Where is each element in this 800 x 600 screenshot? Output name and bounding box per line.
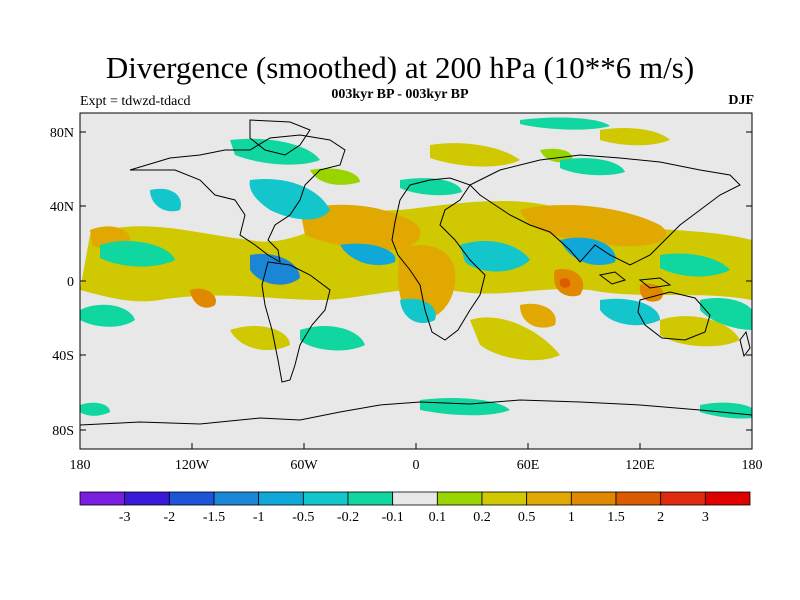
colorbar-swatch [526, 491, 572, 506]
colorbar-label: -3 [119, 510, 131, 525]
lon-label: 180 [70, 458, 91, 473]
divergence-field [80, 117, 752, 419]
colorbar-swatch [704, 491, 751, 506]
colorbar-swatch [436, 491, 483, 506]
colorbar [79, 491, 751, 506]
colorbar-swatch [258, 491, 304, 506]
lat-label: 80S [52, 424, 74, 439]
colorbar-swatch [302, 491, 349, 506]
colorbar-swatch [347, 491, 394, 506]
colorbar-label: -0.1 [382, 510, 404, 525]
colorbar-label: 0.1 [429, 510, 447, 525]
colorbar-label: 1.5 [607, 510, 625, 525]
colorbar-swatch [124, 491, 170, 506]
colorbar-swatch [570, 491, 617, 506]
lon-label: 60W [290, 458, 318, 473]
colorbar-label: -1.5 [203, 510, 225, 525]
season-label: DJF [728, 93, 754, 108]
lat-label: 0 [67, 275, 74, 290]
colorbar-label: 3 [702, 510, 709, 525]
colorbar-label: 1 [568, 510, 575, 525]
colorbar-swatch [660, 491, 706, 506]
colorbar-label: -0.5 [292, 510, 314, 525]
lat-label: 40N [50, 200, 74, 215]
colorbar-swatch [168, 491, 215, 506]
lon-label: 120W [175, 458, 210, 473]
lon-label: 120E [625, 458, 655, 473]
lat-label: 80N [50, 126, 74, 141]
colorbar-swatch [615, 491, 662, 506]
colorbar-label: 0.2 [473, 510, 491, 525]
lon-label: 180 [742, 458, 763, 473]
experiment-label: Expt = tdwzd-tdacd [80, 94, 191, 109]
chart-title: Divergence (smoothed) at 200 hPa (10**6 … [105, 50, 695, 85]
colorbar-swatch [213, 491, 260, 506]
colorbar-swatch [392, 491, 438, 506]
lon-label: 60E [517, 458, 540, 473]
coastlines [80, 119, 752, 426]
chart-subtitle: 003kyr BP - 003kyr BP [331, 87, 469, 102]
colorbar-labels: -3 -2 -1.5 -1 -0.5 -0.2 -0.1 0.1 0.2 0.5 1 1.5 2 3 [119, 510, 709, 525]
colorbar-label: 2 [657, 510, 664, 525]
colorbar-label: -0.2 [337, 510, 359, 525]
lat-label: 40S [52, 349, 74, 364]
colorbar-label: -2 [163, 510, 175, 525]
colorbar-label: 0.5 [518, 510, 536, 525]
lon-label: 0 [413, 458, 420, 473]
colorbar-swatch [481, 491, 528, 506]
colorbar-swatch [79, 491, 126, 506]
colorbar-label: -1 [253, 510, 265, 525]
